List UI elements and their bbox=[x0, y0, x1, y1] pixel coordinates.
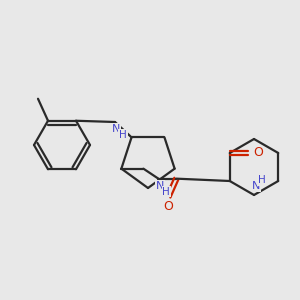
Text: N: N bbox=[112, 124, 120, 134]
Text: N: N bbox=[156, 181, 165, 191]
Text: O: O bbox=[164, 200, 173, 213]
Text: O: O bbox=[253, 146, 263, 160]
Text: H: H bbox=[258, 175, 266, 185]
Text: H: H bbox=[163, 187, 170, 197]
Text: H: H bbox=[119, 130, 127, 140]
Text: N: N bbox=[252, 181, 260, 191]
